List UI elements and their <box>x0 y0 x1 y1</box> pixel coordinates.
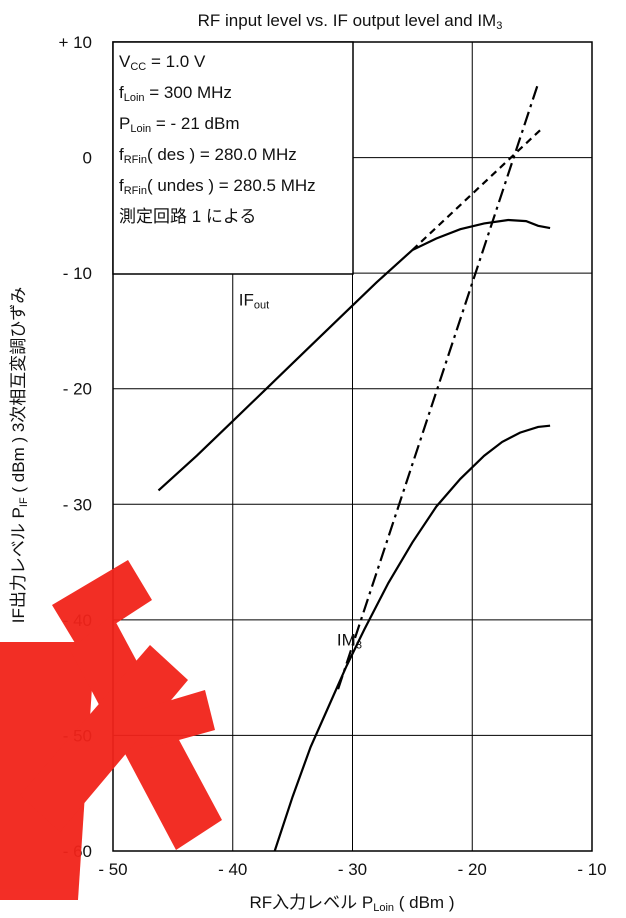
watermark-stroke-4 <box>20 645 188 832</box>
condition-line: fLoin = 300 MHz <box>119 83 232 104</box>
chart-title-sub: 3 <box>496 20 502 32</box>
x-axis-label: RF入力レベル PLoin ( dBm ) <box>250 893 455 914</box>
x-axis-label-main: RF入力レベル P <box>250 893 374 912</box>
x-axis-label-sub: Loin <box>373 902 394 914</box>
conditions-box-background <box>112 41 354 275</box>
y-tick-label: 0 <box>83 149 92 168</box>
y-axis-label: IF出力レベル PIF ( dBm ) 3次相互変調ひずみ <box>9 287 30 624</box>
condition-line: fRFin( undes ) = 280.5 MHz <box>119 176 316 197</box>
y-axis-label-main: IF出力レベル P <box>9 507 28 623</box>
series-labels: IFout IM3 <box>239 291 362 652</box>
chart-title-main: RF input level vs. IF output level and I… <box>198 11 497 30</box>
watermark-stroke-5 <box>138 690 215 748</box>
y-tick-label: - 10 <box>63 264 92 283</box>
condition-line: 測定回路 1 による <box>119 207 256 226</box>
series-label: IM3 <box>337 630 362 651</box>
y-axis-label-sub: IF <box>18 497 30 507</box>
condition-line: PLoin = - 21 dBm <box>119 114 240 135</box>
y-tick-label: - 20 <box>63 380 92 399</box>
condition-line: fRFin( des ) = 280.0 MHz <box>119 145 297 166</box>
series-layer <box>157 83 551 852</box>
series-line-im3-extrapolation <box>337 83 540 690</box>
condition-line: VCC = 1.0 V <box>119 52 206 73</box>
x-tick-label: - 40 <box>218 860 247 879</box>
y-axis-label-tail: ( dBm ) 3次相互変調ひずみ <box>9 287 28 498</box>
series-line-ifout-extrapolation <box>411 127 543 251</box>
x-tick-label: - 50 <box>98 860 127 879</box>
series-label: IFout <box>239 291 269 312</box>
watermark-logo <box>0 560 222 900</box>
x-axis-label-tail: ( dBm ) <box>394 893 454 912</box>
y-tick-label: - 30 <box>63 495 92 514</box>
x-tick-label: - 20 <box>458 860 487 879</box>
x-tick-label: - 10 <box>577 860 606 879</box>
y-tick-label: + 10 <box>58 33 92 52</box>
series-line-im3 <box>273 424 551 852</box>
watermark-stroke-2 <box>52 560 152 648</box>
chart-title: RF input level vs. IF output level and I… <box>198 11 503 32</box>
conditions-legend-box: VCC = 1.0 V fLoin = 300 MHz PLoin = - 21 d… <box>112 41 354 275</box>
x-tick-label: - 30 <box>338 860 367 879</box>
